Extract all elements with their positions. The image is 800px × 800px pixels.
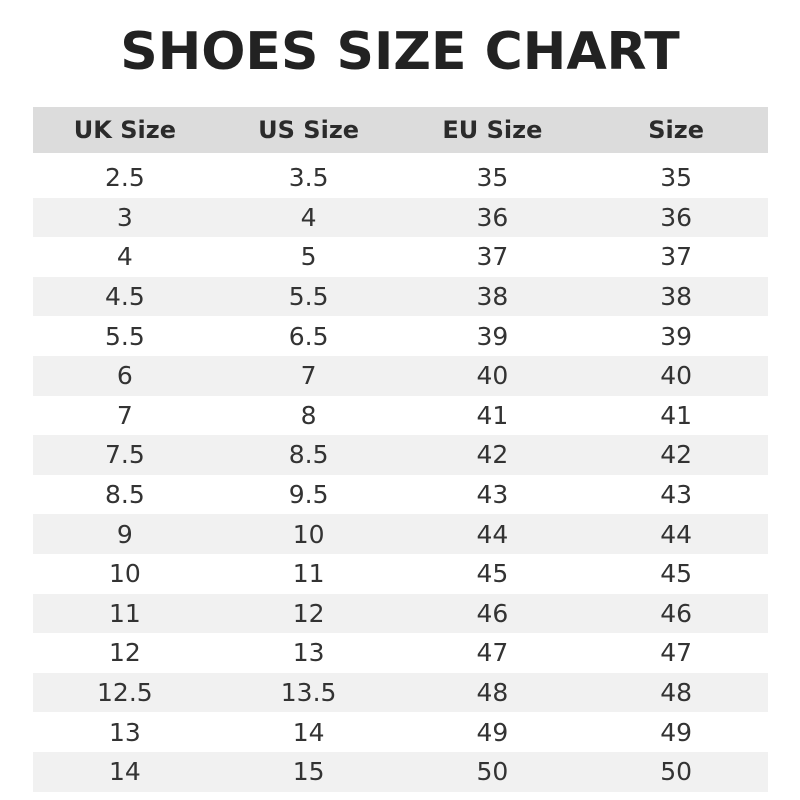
table-cell: 50 bbox=[476, 757, 509, 787]
table-cell: 42 bbox=[660, 440, 693, 470]
table-cell: 9.5 bbox=[288, 480, 329, 510]
table-cell: 48 bbox=[660, 678, 693, 708]
table-cell: 13 bbox=[108, 717, 141, 747]
table-cell: 41 bbox=[476, 400, 509, 430]
table-cell: 5 bbox=[300, 242, 317, 272]
table-row: 4 5 37 37 bbox=[33, 237, 768, 277]
table-cell: 36 bbox=[660, 202, 693, 232]
table-cell: 13.5 bbox=[280, 678, 337, 708]
page-title: SHOES SIZE CHART bbox=[120, 22, 680, 82]
table-body: 2.5 3.5 35 35 3 4 36 36 4 5 37 37 4.5 5.5 38 38 5.5 6.5 39… bbox=[33, 158, 768, 792]
table-cell: 43 bbox=[660, 480, 693, 510]
table-cell: 3.5 bbox=[288, 163, 329, 193]
table-cell: 48 bbox=[476, 678, 509, 708]
table-cell: 39 bbox=[476, 321, 509, 351]
table-cell: 12.5 bbox=[97, 678, 153, 708]
table-cell: 46 bbox=[660, 598, 693, 628]
table-row: 7 8 41 41 bbox=[33, 396, 768, 436]
table-cell: 43 bbox=[476, 480, 509, 510]
table-cell: 8 bbox=[300, 400, 317, 430]
table-row: 12.5 13.5 48 48 bbox=[33, 672, 768, 713]
table-cell: 9 bbox=[116, 519, 133, 549]
table-cell: 4 bbox=[116, 242, 133, 272]
table-cell: 45 bbox=[476, 559, 509, 589]
table-cell: 47 bbox=[660, 638, 693, 668]
table-cell: 49 bbox=[476, 717, 509, 747]
column-header: UK Size bbox=[73, 116, 176, 144]
column-header: Size bbox=[648, 116, 704, 144]
table-cell: 14 bbox=[108, 757, 141, 787]
table-cell: 35 bbox=[476, 163, 509, 193]
table-cell: 45 bbox=[660, 559, 693, 589]
table-cell: 14 bbox=[292, 717, 325, 747]
table-cell: 10 bbox=[292, 519, 325, 549]
table-cell: 8.5 bbox=[104, 480, 145, 510]
table-cell: 6.5 bbox=[288, 321, 329, 351]
table-cell: 11 bbox=[108, 598, 141, 628]
table-cell: 5.5 bbox=[104, 321, 145, 351]
table-cell: 50 bbox=[660, 757, 693, 787]
table-cell: 42 bbox=[476, 440, 509, 470]
table-cell: 12 bbox=[292, 598, 325, 628]
table-cell: 7 bbox=[116, 400, 133, 430]
table-row: 4.5 5.5 38 38 bbox=[33, 276, 768, 317]
table-cell: 12 bbox=[108, 638, 141, 668]
column-header: EU Size bbox=[442, 116, 543, 144]
table-row: 6 7 40 40 bbox=[33, 355, 768, 396]
table-cell: 44 bbox=[660, 519, 693, 549]
table-cell: 40 bbox=[660, 361, 693, 391]
table-cell: 4.5 bbox=[104, 282, 145, 312]
table-cell: 7 bbox=[300, 361, 317, 391]
table-cell: 4 bbox=[300, 202, 317, 232]
table-cell: 40 bbox=[476, 361, 509, 391]
table-row: 11 12 46 46 bbox=[33, 593, 768, 634]
table-cell: 8.5 bbox=[288, 440, 329, 470]
table-cell: 49 bbox=[660, 717, 693, 747]
table-header: UK Size US Size EU Size Size bbox=[33, 107, 768, 153]
table-cell: 11 bbox=[292, 559, 325, 589]
table-cell: 37 bbox=[660, 242, 693, 272]
table-row: 8.5 9.5 43 43 bbox=[33, 475, 768, 515]
table-row: 3 4 36 36 bbox=[33, 197, 768, 238]
table-row: 13 14 49 49 bbox=[33, 712, 768, 752]
table-cell: 2.5 bbox=[104, 163, 145, 193]
table-cell: 47 bbox=[476, 638, 509, 668]
table-cell: 41 bbox=[660, 400, 693, 430]
table-cell: 37 bbox=[476, 242, 509, 272]
table-cell: 38 bbox=[476, 282, 509, 312]
table-cell: 5.5 bbox=[288, 282, 329, 312]
table-cell: 15 bbox=[292, 757, 325, 787]
table-row: 7.5 8.5 42 42 bbox=[33, 435, 768, 475]
table-cell: 46 bbox=[476, 598, 509, 628]
table-row: 10 11 45 45 bbox=[33, 554, 768, 594]
table-row: 12 13 47 47 bbox=[33, 633, 768, 673]
table-row: 9 10 44 44 bbox=[33, 514, 768, 554]
table-row: 5.5 6.5 39 39 bbox=[33, 316, 768, 356]
table-cell: 10 bbox=[108, 559, 141, 589]
table-row: 2.5 3.5 35 35 bbox=[33, 158, 768, 198]
table-cell: 35 bbox=[660, 163, 693, 193]
table-cell: 38 bbox=[660, 282, 693, 312]
table-cell: 7.5 bbox=[104, 440, 145, 470]
column-header: US Size bbox=[258, 116, 360, 144]
table-row: 14 15 50 50 bbox=[33, 751, 768, 792]
size-table: UK Size US Size EU Size Size 2.5 3.5 35 35 3 4 36… bbox=[33, 107, 768, 792]
table-cell: 6 bbox=[116, 361, 133, 391]
table-cell: 39 bbox=[660, 321, 693, 351]
table-cell: 13 bbox=[292, 638, 325, 668]
table-cell: 36 bbox=[476, 202, 509, 232]
table-cell: 3 bbox=[116, 202, 133, 232]
table-cell: 44 bbox=[476, 519, 509, 549]
